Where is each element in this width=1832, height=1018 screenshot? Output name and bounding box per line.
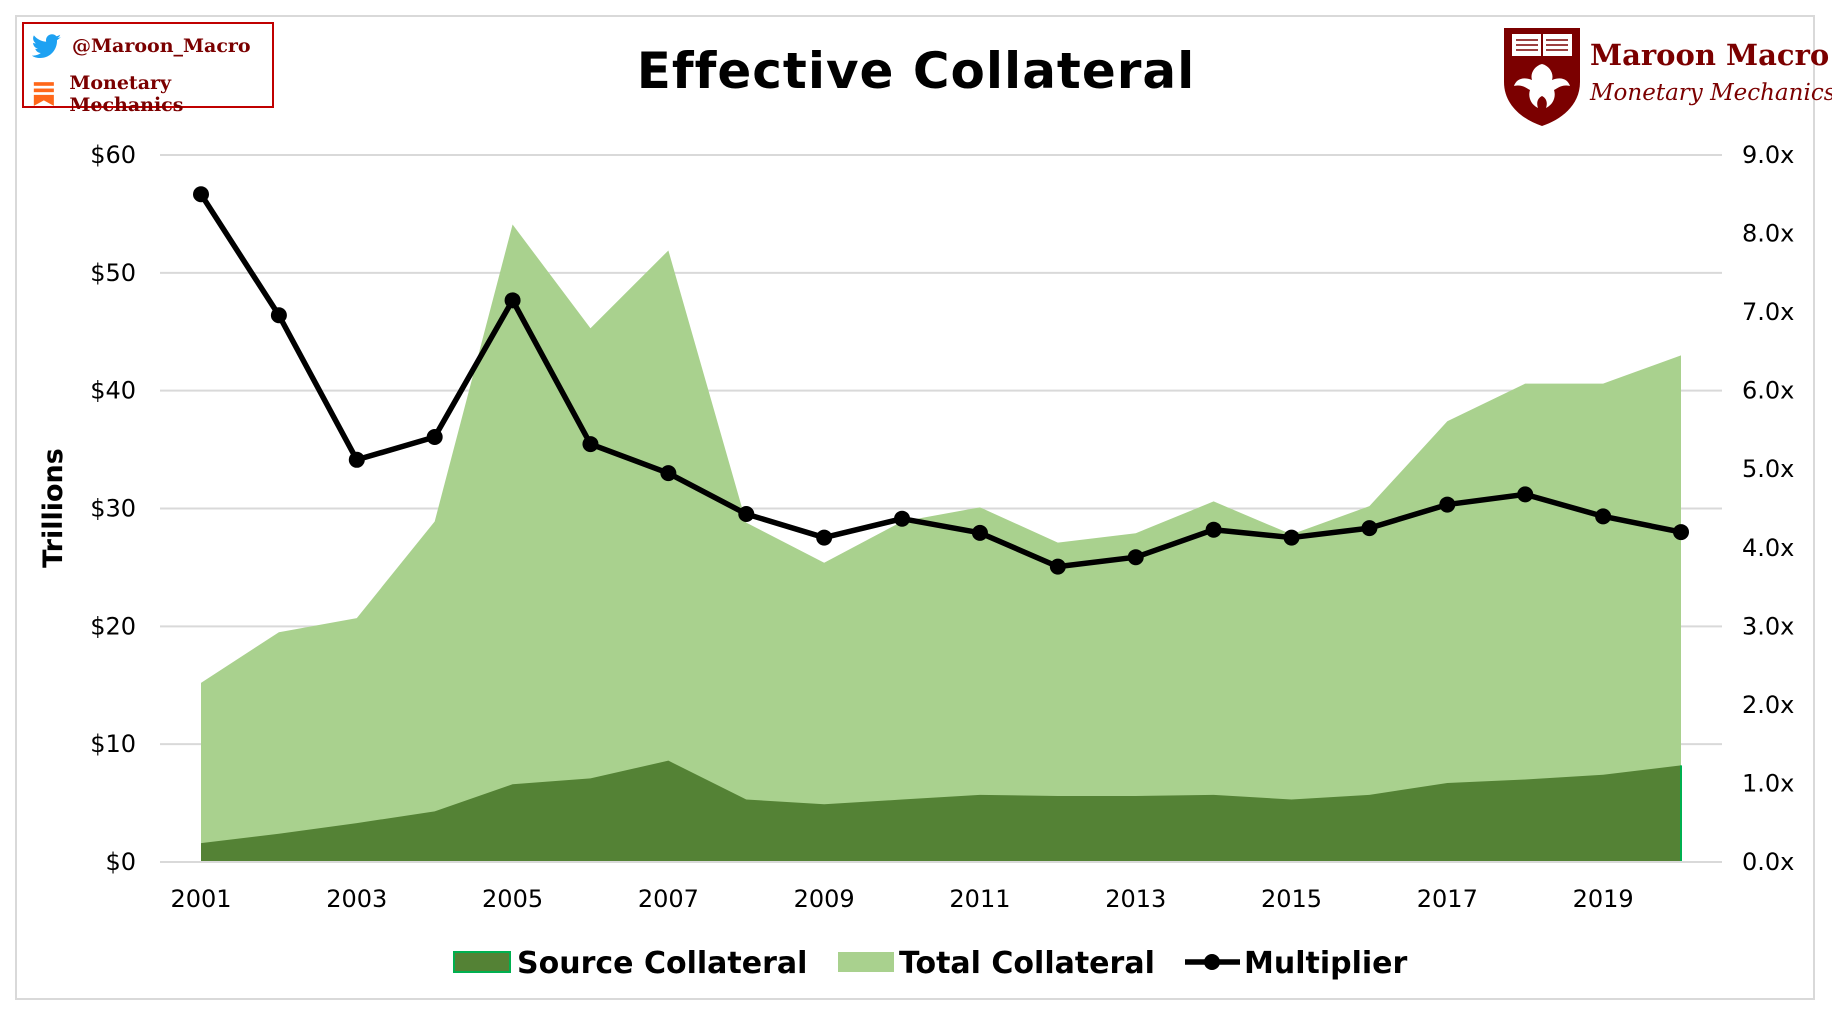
- x-tick-label: 2007: [638, 885, 699, 913]
- x-tick-label: 2011: [949, 885, 1010, 913]
- multiplier-point: [270, 307, 287, 324]
- area-series: [201, 224, 1682, 862]
- x-tick-label: 2017: [1417, 885, 1478, 913]
- y-tick-label: $10: [90, 730, 136, 758]
- legend-label-source: Source Collateral: [517, 946, 807, 981]
- axes: $0 $10 $20 $30 $40 $50 $60 0.0x 1.0x 2.0x 3.0x 4.0x…: [90, 141, 1794, 913]
- multiplier-point: [1517, 486, 1534, 503]
- multiplier-point: [348, 451, 365, 468]
- multiplier-point: [738, 505, 755, 522]
- multiplier-point: [426, 429, 443, 446]
- legend-swatch-total: [838, 952, 894, 972]
- multiplier-point: [1049, 558, 1066, 575]
- total-collateral-area: [201, 224, 1681, 862]
- y2-tick-label: 5.0x: [1742, 455, 1794, 483]
- source-collateral-area: [201, 760, 1681, 862]
- social-box: @Maroon_Macro Monetary Mechanics: [22, 22, 274, 116]
- x-tick-label: 2019: [1573, 885, 1634, 913]
- y-tick-label: $60: [90, 141, 136, 169]
- y2-tick-label: 1.0x: [1742, 769, 1794, 797]
- brand-subtitle: Monetary Mechanics: [1590, 80, 1832, 106]
- x-tick-label: 2015: [1261, 885, 1322, 913]
- y2-tick-label: 3.0x: [1742, 612, 1794, 640]
- substack-icon: [33, 82, 54, 106]
- multiplier-point: [1361, 520, 1378, 537]
- multiplier-point: [894, 510, 911, 527]
- multiplier-point: [1595, 508, 1612, 525]
- legend-label-total: Total Collateral: [899, 946, 1155, 981]
- chart-title: Effective Collateral: [636, 42, 1196, 100]
- legend: Source Collateral Total Collateral Multipl…: [453, 946, 1408, 981]
- y-tick-label: $20: [90, 612, 136, 640]
- multiplier-point: [1283, 529, 1300, 546]
- legend-swatch-source: [453, 951, 511, 973]
- y2-tick-label: 4.0x: [1742, 534, 1794, 562]
- y2-tick-label: 8.0x: [1742, 220, 1794, 248]
- phoenix-shield-icon: [1504, 28, 1580, 126]
- x-tick-label: 2013: [1105, 885, 1166, 913]
- multiplier-point: [1205, 521, 1222, 538]
- y-tick-label: $40: [90, 377, 136, 405]
- twitter-bird-icon: [32, 34, 61, 58]
- multiplier-point: [971, 524, 988, 541]
- y2-tick-label: 9.0x: [1742, 141, 1794, 169]
- legend-label-multiplier: Multiplier: [1244, 946, 1408, 981]
- x-tick-label: 2001: [170, 885, 231, 913]
- y2-tick-label: 7.0x: [1742, 298, 1794, 326]
- legend-marker-multiplier: [1204, 954, 1220, 970]
- multiplier-point: [193, 186, 209, 203]
- multiplier-point: [1439, 496, 1456, 513]
- y-tick-label: $50: [90, 259, 136, 287]
- multiplier-series: [193, 186, 1689, 575]
- brand-block: Maroon Macro Monetary Mechanics: [1496, 24, 1832, 134]
- y2-tick-label: 6.0x: [1742, 377, 1794, 405]
- x-tick-label: 2003: [326, 885, 387, 913]
- twitter-handle: @Maroon_Macro: [72, 35, 251, 57]
- brand-name: Maroon Macro: [1590, 38, 1830, 72]
- y-tick-label: $0: [105, 848, 136, 876]
- y2-tick-label: 2.0x: [1742, 691, 1794, 719]
- x-tick-label: 2009: [794, 885, 855, 913]
- twitter-row[interactable]: @Maroon_Macro: [32, 34, 251, 58]
- newsletter-name: Monetary Mechanics: [69, 72, 184, 116]
- multiplier-point: [816, 529, 833, 546]
- multiplier-point: [1127, 549, 1144, 566]
- multiplier-point: [582, 436, 599, 453]
- multiplier-point: [660, 465, 677, 482]
- multiplier-point: [504, 292, 521, 309]
- multiplier-point: [1673, 524, 1689, 541]
- y-axis-label: Trillions: [38, 448, 69, 568]
- y2-tick-label: 0.0x: [1742, 848, 1794, 876]
- multiplier-line: [198, 192, 1682, 570]
- x-tick-label: 2005: [482, 885, 543, 913]
- substack-row[interactable]: Monetary Mechanics: [32, 72, 272, 116]
- y-tick-label: $30: [90, 495, 136, 523]
